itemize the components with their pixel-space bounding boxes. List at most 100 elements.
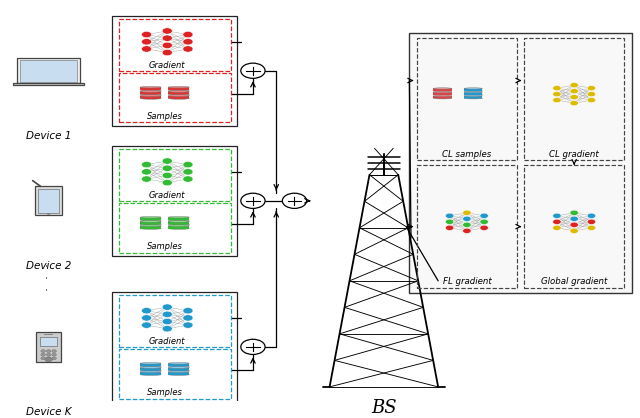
Circle shape — [553, 225, 561, 230]
Bar — [168, 92, 189, 94]
Ellipse shape — [140, 89, 161, 91]
Circle shape — [183, 315, 193, 321]
Circle shape — [183, 176, 193, 182]
Circle shape — [587, 86, 596, 91]
Ellipse shape — [464, 92, 483, 93]
Circle shape — [587, 92, 596, 97]
Circle shape — [162, 172, 172, 178]
Bar — [119, 149, 230, 201]
Ellipse shape — [168, 87, 189, 88]
Ellipse shape — [168, 221, 189, 222]
Circle shape — [183, 31, 193, 38]
Circle shape — [463, 228, 471, 234]
Circle shape — [46, 353, 51, 356]
Ellipse shape — [433, 94, 452, 95]
Circle shape — [570, 94, 579, 100]
Circle shape — [445, 219, 454, 224]
Circle shape — [162, 179, 172, 186]
Bar — [168, 217, 189, 220]
Ellipse shape — [140, 362, 161, 364]
Ellipse shape — [168, 89, 189, 91]
Circle shape — [570, 82, 579, 88]
Ellipse shape — [433, 97, 452, 99]
Ellipse shape — [464, 94, 483, 95]
Ellipse shape — [168, 228, 189, 229]
Ellipse shape — [168, 217, 189, 218]
Ellipse shape — [140, 95, 161, 97]
Circle shape — [587, 213, 596, 219]
Circle shape — [41, 350, 45, 352]
Bar — [168, 96, 189, 99]
Bar — [119, 349, 230, 399]
Bar — [119, 295, 230, 347]
Circle shape — [587, 219, 596, 224]
Circle shape — [445, 219, 454, 224]
Circle shape — [463, 216, 471, 222]
Circle shape — [587, 97, 596, 103]
Ellipse shape — [140, 225, 161, 227]
Circle shape — [141, 38, 152, 45]
Circle shape — [463, 216, 471, 222]
Ellipse shape — [433, 90, 452, 92]
Ellipse shape — [168, 95, 189, 97]
Text: Device 1: Device 1 — [26, 130, 71, 140]
Circle shape — [141, 308, 152, 314]
Polygon shape — [20, 60, 77, 82]
Circle shape — [141, 46, 152, 52]
Bar — [13, 83, 84, 85]
Circle shape — [587, 219, 596, 224]
Circle shape — [162, 42, 172, 48]
Circle shape — [241, 339, 265, 354]
Ellipse shape — [464, 95, 483, 97]
Circle shape — [52, 353, 56, 356]
Circle shape — [587, 213, 596, 219]
Circle shape — [445, 213, 454, 219]
Circle shape — [570, 222, 579, 227]
Ellipse shape — [140, 365, 161, 367]
Circle shape — [183, 46, 193, 52]
Ellipse shape — [168, 224, 189, 225]
Circle shape — [445, 225, 454, 230]
Circle shape — [45, 357, 52, 362]
Circle shape — [570, 100, 579, 106]
Ellipse shape — [464, 88, 483, 89]
Text: Device K: Device K — [26, 407, 71, 417]
Circle shape — [41, 357, 45, 360]
Circle shape — [463, 222, 471, 227]
Ellipse shape — [168, 365, 189, 367]
Bar — [524, 165, 624, 288]
Circle shape — [570, 216, 579, 222]
Circle shape — [41, 353, 45, 356]
Circle shape — [553, 219, 561, 224]
Circle shape — [480, 225, 488, 230]
Circle shape — [480, 219, 488, 224]
Circle shape — [463, 222, 471, 227]
Circle shape — [47, 213, 50, 215]
Circle shape — [141, 161, 152, 168]
Circle shape — [463, 210, 471, 215]
Circle shape — [282, 193, 307, 209]
Circle shape — [553, 213, 561, 219]
Bar — [140, 226, 161, 229]
Circle shape — [570, 228, 579, 234]
Circle shape — [241, 193, 265, 209]
Circle shape — [480, 213, 488, 219]
Bar — [140, 367, 161, 370]
Circle shape — [570, 89, 579, 94]
Circle shape — [553, 219, 561, 224]
Text: Gradient: Gradient — [149, 336, 186, 346]
Bar — [40, 336, 58, 346]
Circle shape — [183, 322, 193, 328]
Bar — [168, 367, 189, 370]
Ellipse shape — [433, 95, 452, 97]
Bar — [168, 226, 189, 229]
Circle shape — [463, 228, 471, 234]
Text: Device 2: Device 2 — [26, 261, 71, 270]
Circle shape — [553, 97, 561, 103]
Circle shape — [162, 35, 172, 41]
Circle shape — [570, 228, 579, 234]
Circle shape — [46, 357, 51, 360]
Circle shape — [162, 49, 172, 56]
Circle shape — [587, 225, 596, 230]
Circle shape — [553, 225, 561, 230]
